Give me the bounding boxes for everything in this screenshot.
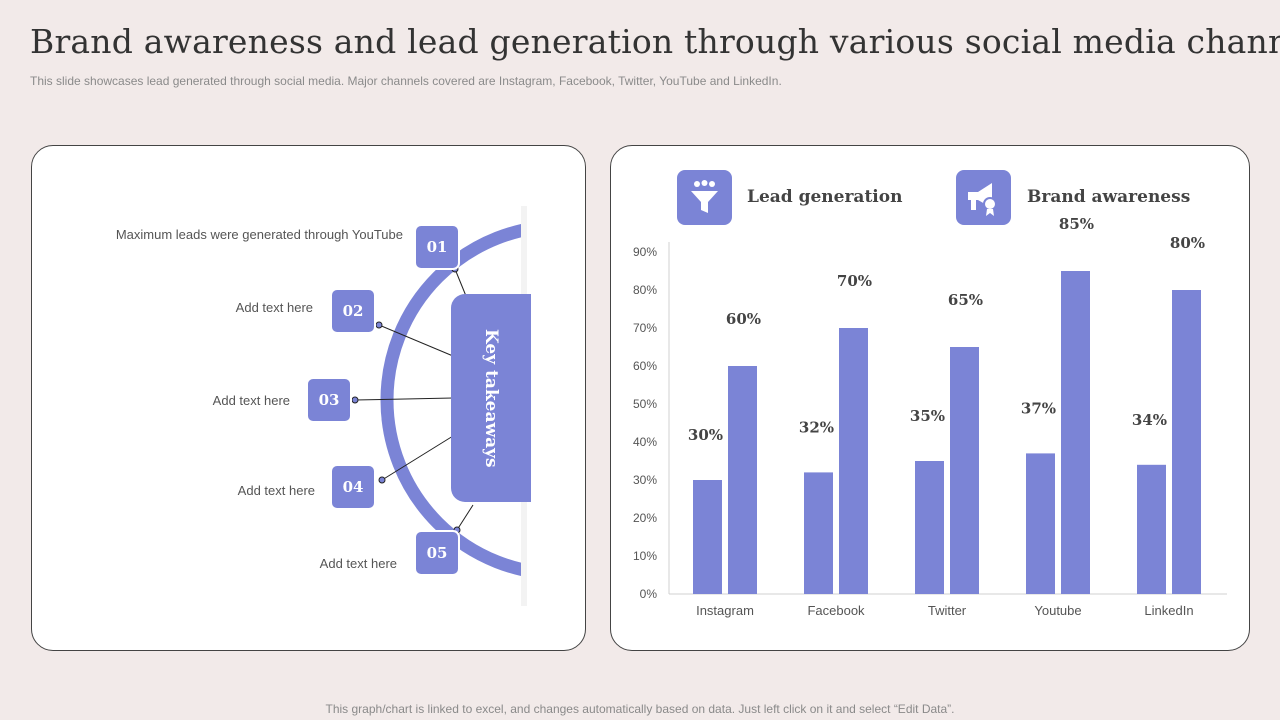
x-tick-label: Instagram (696, 603, 754, 618)
takeaways-arc (380, 223, 521, 577)
data-label: 34% (1132, 411, 1167, 429)
megaphone-icon (956, 170, 1011, 225)
bar-brand-instagram (728, 366, 757, 594)
bar-brand-twitter (950, 347, 979, 594)
takeaway-text-05: Add text here (319, 556, 397, 571)
bar-lead-linkedin (1137, 464, 1166, 594)
takeaway-number-02: 02 (330, 288, 376, 334)
data-label: 65% (948, 291, 983, 309)
connector-dots (351, 265, 461, 534)
y-tick-label: 60% (633, 359, 657, 373)
page-title: Brand awareness and lead generation thro… (30, 22, 1280, 61)
bar-lead-youtube (1026, 453, 1055, 594)
takeaway-number-03: 03 (306, 377, 352, 423)
footer-note: This graph/chart is linked to excel, and… (325, 702, 955, 716)
y-tick-label: 80% (633, 283, 657, 297)
y-tick-label: 20% (633, 511, 657, 525)
legend-brand-awareness: Brand awareness (1027, 187, 1191, 207)
takeaway-text-04: Add text here (237, 483, 315, 498)
funnel-icon (677, 170, 732, 225)
bar-lead-twitter (915, 461, 944, 594)
y-tick-label: 50% (633, 397, 657, 411)
takeaway-text-01: Maximum leads were generated through You… (115, 227, 403, 242)
bar-lead-facebook (804, 472, 833, 594)
y-tick-label: 40% (633, 435, 657, 449)
x-tick-label: Youtube (1034, 603, 1081, 618)
y-tick-label: 30% (633, 473, 657, 487)
y-tick-label: 90% (633, 245, 657, 259)
key-takeaways-block: Key takeaways (451, 294, 531, 502)
y-tick-label: 70% (633, 321, 657, 335)
chart-panel: Lead generation Brand awareness 0% 10% 20%… (610, 145, 1250, 651)
key-takeaways-label: Key takeaways (481, 328, 501, 468)
x-tick-label: Twitter (928, 603, 967, 618)
bar-brand-facebook (839, 328, 868, 594)
legend-lead-generation: Lead generation (747, 187, 903, 207)
data-label: 80% (1170, 234, 1205, 252)
bar-chart: 0% 10% 20% 30% 40% 50% 60% 70% 80% 90% 30% 60% Insta… (633, 215, 1227, 618)
data-label: 70% (837, 272, 872, 290)
takeaway-number-04: 04 (330, 464, 376, 510)
takeaway-number-01: 01 (414, 224, 460, 270)
takeaway-text-02: Add text here (235, 300, 313, 315)
takeaway-text-03: Add text here (212, 393, 290, 408)
bar-brand-youtube (1061, 271, 1090, 594)
data-label: 32% (799, 418, 834, 436)
page-subtitle: This slide showcases lead generated thro… (30, 74, 782, 88)
y-tick-label: 0% (640, 587, 658, 601)
x-tick-label: LinkedIn (1144, 603, 1193, 618)
x-tick-label: Facebook (807, 603, 865, 618)
data-label: 85% (1059, 215, 1094, 233)
y-tick-label: 10% (633, 549, 657, 563)
bar-brand-linkedin (1172, 290, 1201, 594)
takeaways-panel: Key takeaways 01 02 03 04 05 Maximum lea… (31, 145, 586, 651)
takeaway-number-05: 05 (414, 530, 460, 576)
data-label: 60% (726, 310, 761, 328)
bar-lead-instagram (693, 480, 722, 594)
data-label: 37% (1021, 399, 1056, 417)
data-label: 30% (688, 426, 723, 444)
connector-lines (354, 268, 474, 531)
data-label: 35% (910, 407, 945, 425)
